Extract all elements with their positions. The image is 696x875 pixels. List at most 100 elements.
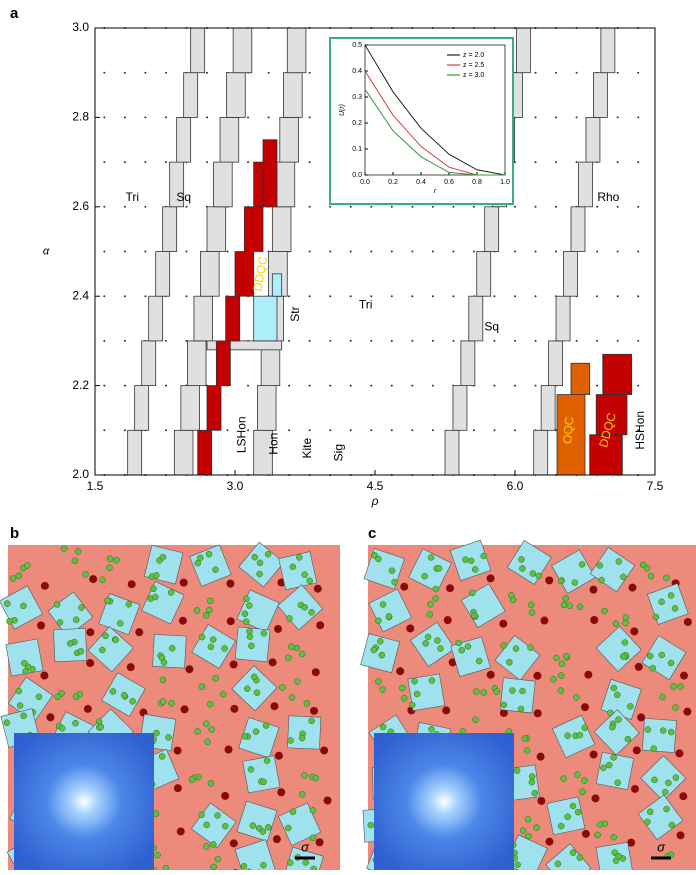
particle [247, 628, 253, 634]
particle [615, 780, 621, 786]
particle [161, 660, 167, 666]
sample-dot [493, 385, 495, 387]
phase-boundary [149, 296, 163, 341]
ddqc-region [263, 140, 277, 207]
particle [254, 690, 260, 696]
panel-label: a [10, 5, 19, 22]
particle [310, 807, 316, 813]
vertex-particle [679, 792, 687, 800]
phase-boundary [280, 117, 299, 162]
particle [250, 823, 256, 829]
sample-dot [432, 206, 434, 208]
particle [294, 679, 300, 685]
sample-dot [617, 295, 619, 297]
sample-dot [411, 385, 413, 387]
vertex-particle [270, 702, 278, 710]
vertex-particle [444, 616, 452, 624]
particle [10, 575, 16, 581]
sample-dot [165, 72, 167, 74]
phase-boundary [541, 386, 555, 431]
particle [130, 698, 136, 704]
vertex-particle [633, 746, 641, 754]
particle [117, 620, 123, 626]
vertex-particle [540, 617, 548, 625]
y-tick-label: 2.8 [72, 110, 89, 124]
particle [263, 723, 269, 729]
sample-dot [473, 429, 475, 431]
vertex-particle [591, 794, 599, 802]
particle [611, 754, 617, 760]
particle [260, 862, 266, 868]
particle [310, 835, 316, 841]
particle [287, 860, 293, 866]
vertex-particle [230, 839, 238, 847]
particle [59, 725, 65, 731]
particle [389, 568, 395, 574]
region-label: Tri [359, 297, 373, 311]
particle [73, 617, 79, 623]
particle [199, 812, 205, 818]
y-tick-label: 2.6 [72, 199, 89, 213]
particle [422, 573, 428, 579]
sample-dot [432, 295, 434, 297]
sample-dot [411, 340, 413, 342]
sample-dot [535, 72, 537, 74]
vertex-particle [185, 665, 193, 673]
panel-label: c [368, 525, 376, 542]
phase-boundary [516, 28, 530, 73]
phase-boundary [207, 207, 226, 252]
particle [550, 676, 556, 682]
particle [248, 766, 254, 772]
particle [580, 789, 586, 795]
vertex-particle [275, 752, 283, 760]
sample-dot [124, 340, 126, 342]
sample-dot [268, 72, 270, 74]
particle [57, 619, 63, 625]
sample-dot [473, 251, 475, 253]
vertex-particle [545, 576, 553, 584]
sample-dot [514, 206, 516, 208]
sample-dot [329, 340, 331, 342]
particle [429, 678, 435, 684]
particle [465, 643, 471, 649]
particle [577, 732, 583, 738]
y-tick-label: 3.0 [72, 20, 89, 34]
particle [615, 717, 621, 723]
vertex-particle [310, 707, 318, 715]
sample-dot [432, 340, 434, 342]
sample-dot [309, 206, 311, 208]
sample-dot [370, 206, 372, 208]
vertex-particle [680, 672, 688, 680]
vertex-particle [537, 797, 545, 805]
vertex-particle [324, 797, 332, 805]
phase-boundary [284, 73, 303, 118]
particle [206, 551, 212, 557]
particle [528, 645, 534, 651]
particle [481, 690, 487, 696]
vertex-particle [442, 706, 450, 714]
particle [303, 860, 309, 866]
square-tile [642, 718, 676, 752]
particle [436, 565, 442, 571]
sample-dot [370, 429, 372, 431]
particle [304, 700, 310, 706]
particle [518, 556, 524, 562]
sample-dot [370, 340, 372, 342]
inset-y-tick-label: 0.3 [352, 94, 362, 101]
particle [55, 694, 61, 700]
phase-boundary [593, 73, 607, 118]
particle [114, 557, 120, 563]
particle [287, 615, 293, 621]
particle [290, 564, 296, 570]
sample-dot [247, 161, 249, 163]
inset-x-tick-label: 0.2 [388, 179, 398, 186]
particle [528, 602, 534, 608]
sample-dot [288, 295, 290, 297]
sample-dot [124, 161, 126, 163]
region-label: Hon [266, 433, 280, 455]
sample-dot [144, 206, 146, 208]
particle [160, 554, 166, 560]
particle [265, 551, 271, 557]
phase-boundary [549, 341, 563, 386]
particle [78, 605, 84, 611]
